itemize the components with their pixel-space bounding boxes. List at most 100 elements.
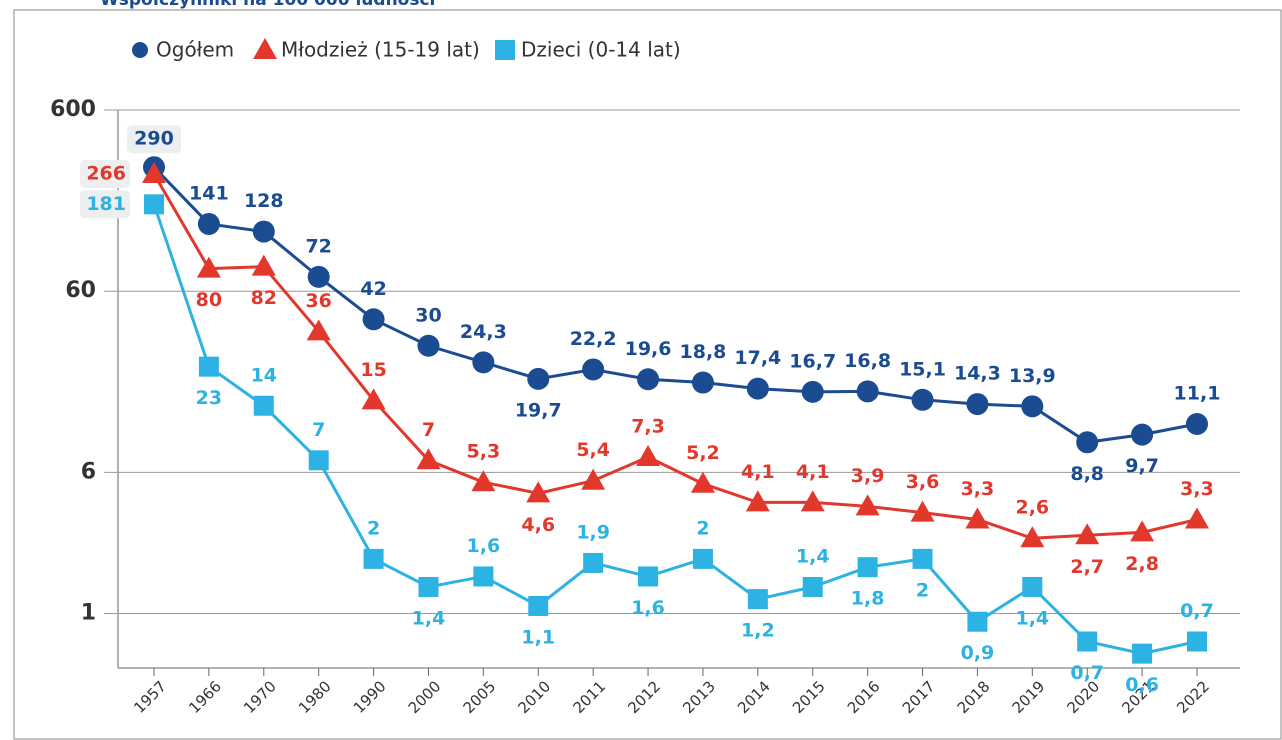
frame	[13, 9, 1282, 740]
point	[361, 388, 386, 410]
data-label: 2	[367, 517, 380, 539]
data-label: 7	[422, 419, 435, 441]
point	[965, 507, 990, 529]
point	[306, 319, 331, 341]
point	[253, 395, 274, 416]
x-tick-label: 2014	[734, 677, 774, 717]
legend-label: Dzieci (0-14 lat)	[521, 38, 681, 62]
point	[144, 194, 164, 215]
point	[1075, 523, 1100, 545]
data-label: 5,2	[686, 442, 720, 464]
data-label: 30	[415, 304, 441, 326]
data-label: 141	[189, 182, 229, 204]
point	[966, 393, 989, 416]
data-label: 1,4	[412, 607, 446, 629]
data-label: 1,8	[851, 588, 885, 610]
data-label: 5,3	[467, 441, 501, 463]
x-tick-label: 1980	[295, 677, 335, 717]
data-label: 36	[305, 290, 331, 312]
point	[582, 358, 605, 381]
point	[473, 566, 494, 587]
data-label: 18,8	[680, 341, 727, 363]
data-label: 266	[86, 163, 126, 185]
point	[747, 589, 768, 610]
data-label: 16,7	[789, 350, 836, 372]
point	[418, 576, 439, 597]
data-label: 14	[251, 364, 277, 386]
data-label: 290	[134, 128, 174, 150]
y-tick-label: 6	[81, 459, 96, 484]
data-label: 0,7	[1180, 600, 1214, 622]
x-tick-label: 2017	[899, 677, 939, 717]
data-label: 3,3	[961, 478, 995, 500]
point	[856, 380, 879, 403]
point	[692, 548, 713, 569]
point	[1022, 576, 1043, 597]
data-label: 17,4	[734, 347, 781, 369]
x-tick-label: 2018	[954, 677, 994, 717]
point	[1132, 643, 1153, 664]
point	[308, 450, 329, 471]
data-label: 4,1	[741, 461, 775, 483]
x-tick-label: 2013	[679, 677, 719, 717]
x-tick-label: 2015	[789, 677, 829, 717]
point	[142, 162, 166, 184]
chart-title: Współczynniki na 100 000 ludności	[100, 0, 435, 10]
point	[800, 490, 825, 512]
data-label: 2	[696, 517, 709, 539]
data-label: 7	[312, 419, 325, 441]
legend-marker	[495, 40, 515, 60]
point	[855, 494, 880, 516]
data-label: 19,6	[625, 338, 672, 360]
legend-marker	[132, 42, 148, 58]
point	[198, 356, 219, 377]
y-tick-label: 1	[81, 600, 96, 625]
label-box	[80, 160, 130, 189]
data-label: 14,3	[954, 363, 1001, 385]
y-tick-label: 600	[50, 97, 96, 122]
point	[912, 548, 933, 569]
data-label: 16,8	[844, 350, 891, 372]
point	[1077, 631, 1098, 652]
data-label: 181	[86, 193, 126, 215]
data-label: 128	[244, 190, 284, 212]
data-label: 0,6	[1125, 674, 1159, 696]
data-label: 9,7	[1125, 455, 1159, 477]
point	[636, 444, 661, 466]
point	[307, 265, 330, 288]
data-label: 23	[196, 387, 222, 409]
point	[416, 448, 441, 470]
point	[472, 351, 495, 374]
point	[1131, 423, 1154, 446]
data-label: 0,9	[961, 642, 995, 664]
x-tick-label: 2005	[460, 677, 500, 717]
point	[638, 566, 659, 587]
point	[691, 371, 714, 394]
point	[581, 468, 606, 490]
y-tick-label: 60	[65, 278, 96, 303]
point	[527, 367, 550, 390]
x-tick-label: 2019	[1009, 677, 1049, 717]
data-label: 1,4	[1015, 607, 1049, 629]
x-tick-label: 1970	[240, 677, 280, 717]
x-tick-label: 1957	[130, 677, 170, 717]
data-label: 15	[360, 359, 386, 381]
point	[857, 557, 878, 578]
point	[362, 308, 385, 331]
legend-marker	[253, 38, 277, 59]
label-box	[127, 125, 181, 154]
point	[1130, 520, 1155, 542]
x-tick-label: 2016	[844, 677, 884, 717]
legend-label: Młodzież (15-19 lat)	[281, 38, 480, 62]
data-label: 4,6	[521, 514, 555, 536]
data-label: 13,9	[1009, 365, 1056, 387]
point	[690, 471, 715, 493]
point	[1186, 413, 1208, 436]
data-label: 22,2	[570, 328, 617, 350]
data-label: 82	[251, 287, 277, 309]
legend-label: Ogółem	[156, 38, 234, 62]
x-tick-label: 2010	[515, 677, 555, 717]
data-label: 3,6	[906, 471, 940, 493]
data-label: 2,8	[1125, 553, 1159, 575]
